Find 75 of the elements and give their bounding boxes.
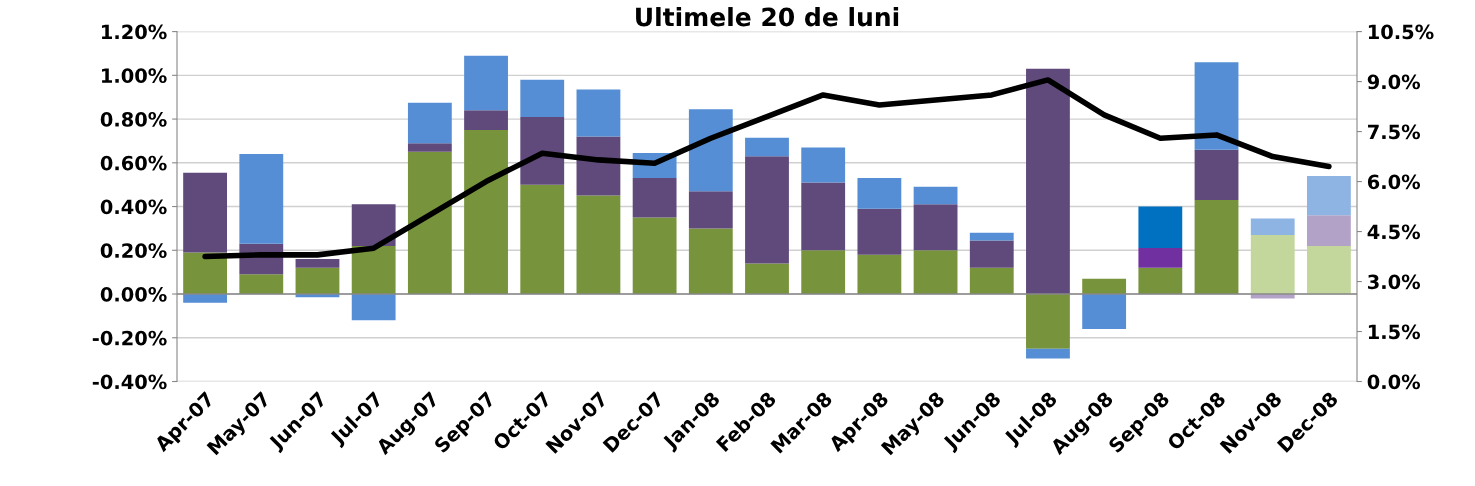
bar [1138,248,1183,268]
bar [913,186,958,205]
bar [351,245,396,295]
bar [969,240,1014,268]
bar [239,154,284,244]
y2-tick-label: 4.5% [1367,224,1421,240]
y2-tick-label: 3.0% [1368,274,1421,290]
bar [1306,175,1351,216]
bar [464,55,508,111]
y-tick-label: -0.20% [92,330,167,346]
bar [688,109,733,192]
bar [1194,199,1239,295]
bar [407,102,452,144]
y2-tick-label: 10.5% [1368,24,1434,40]
bar [969,267,1014,295]
bar [351,294,396,321]
bar [520,79,565,117]
bar [745,156,789,264]
y-tick-label: -0.40% [92,374,167,390]
y2-tick-label: 0.0% [1367,374,1421,390]
bar [1306,245,1351,295]
bar [1082,294,1127,330]
bar [1250,234,1295,295]
bar [857,208,902,255]
bar [295,267,340,295]
bar [1138,267,1183,295]
y-tick-label: 0.80% [100,112,167,127]
bar [239,274,284,295]
bar [857,178,902,209]
y-tick-label: 1.00% [102,68,167,83]
bar [1082,278,1127,295]
y-tick-label: 0.00% [100,286,167,302]
bar [520,184,565,295]
bar [745,137,789,157]
bar [183,252,228,295]
bar [1194,149,1239,200]
y-tick-label: 0.20% [100,243,167,258]
bar [857,254,902,295]
bar [801,182,846,251]
bar [801,250,846,295]
y2-tick-label: 1.5% [1368,324,1421,340]
bar [295,259,340,268]
bar [1250,218,1295,235]
y-tick-label: 0.60% [100,155,167,171]
bar [688,191,733,229]
bar [1194,62,1239,150]
bar [1026,294,1070,349]
bar [464,130,508,295]
bar [407,151,452,295]
bar [407,143,452,152]
bar [520,116,565,185]
bar [1026,348,1070,359]
bar [632,217,677,295]
bar [351,204,396,246]
bar [183,294,228,303]
bar [688,228,733,295]
bar [913,204,958,251]
bar [576,89,621,137]
bar [969,232,1014,241]
bar [913,250,958,295]
bar [745,263,789,295]
bar [183,172,228,253]
bar [1306,215,1351,246]
y-tick-label: 0.40% [100,199,167,215]
y2-tick-label: 6.0% [1367,174,1421,190]
bar [1026,68,1070,295]
y2-tick-label: 7.5% [1368,124,1421,140]
bar [632,178,677,218]
bar [1138,206,1183,249]
bar [576,195,621,295]
chart-title: Ultimele 20 de luni [636,7,899,27]
bar [801,147,846,183]
bar [464,110,508,130]
y-tick-label: 1.20% [102,24,167,40]
y2-tick-label: 9.0% [1367,74,1421,90]
